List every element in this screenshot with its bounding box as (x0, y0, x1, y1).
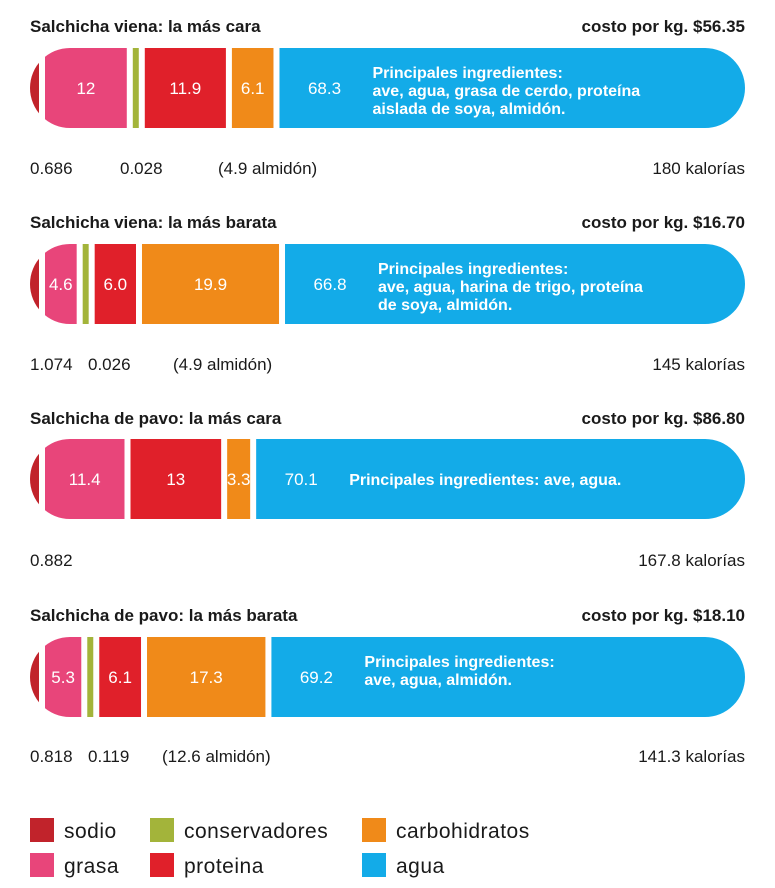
ingredients-line: Principales ingredientes: (373, 65, 563, 82)
calories-value: 167.8 kalorías (638, 551, 745, 570)
legend-label: agua (396, 855, 445, 878)
legend-item-grasa: grasa (30, 853, 119, 878)
starch-note: (4.9 almidón) (173, 355, 272, 374)
segment-label-grasa: 5.3 (51, 668, 75, 687)
legend-label: conservadores (184, 820, 328, 843)
ingredients-line: Principales ingredientes: (364, 654, 554, 671)
bar-title: Salchicha viena: la más barata (30, 213, 277, 232)
bar-cost: costo por kg. $86.80 (582, 409, 745, 428)
legend-swatch (30, 818, 54, 842)
sodio-value: 0.818 (30, 747, 73, 766)
segment-label-grasa: 11.4 (69, 470, 101, 489)
bar-cost: costo por kg. $16.70 (582, 213, 745, 232)
bar-title: Salchicha de pavo: la más barata (30, 606, 298, 625)
legend-item-agua: agua (362, 853, 445, 878)
calories-value: 180 kalorías (652, 159, 745, 178)
conservadores-value: 0.119 (88, 747, 129, 766)
segment-label-proteina: 13 (166, 470, 185, 489)
ingredients-line: aislada de soya, almidón. (373, 101, 566, 118)
segment-label-agua: 68.3 (308, 79, 341, 98)
legend: sodio conservadores carbohidratos grasa prot… (30, 818, 530, 878)
segment-proteina (99, 637, 142, 717)
legend-swatch (30, 853, 54, 877)
ingredients-line: Principales ingredientes: (378, 261, 568, 278)
segment-label-grasa: 4.6 (49, 275, 73, 294)
segment-proteina (144, 48, 226, 128)
bar-group: Salchicha viena: la más barata costo por … (30, 213, 745, 374)
segment-proteina (94, 244, 136, 324)
bar-title: Salchicha viena: la más cara (30, 17, 261, 36)
ingredients-line: ave, agua, grasa de cerdo, proteína (373, 83, 641, 100)
segment-conservadores (87, 637, 94, 717)
segment-carbohidratos (141, 244, 280, 324)
segment-label-proteina: 6.0 (103, 275, 127, 294)
bar-group: Salchicha viena: la más cara costo por kg… (30, 17, 745, 178)
segment-grasa (45, 48, 127, 128)
segment-label-carbohidratos: 6.1 (241, 79, 265, 98)
calories-value: 141.3 kalorías (638, 747, 745, 766)
ingredients-line: Principales ingredientes: ave, agua. (349, 472, 621, 489)
segment-grasa (45, 637, 82, 717)
legend-swatch (362, 853, 386, 877)
legend-item-conservadores: conservadores (150, 818, 328, 843)
conservadores-value: 0.028 (120, 159, 163, 178)
segment-conservadores (82, 244, 89, 324)
segment-agua (271, 637, 745, 717)
sodio-value: 0.882 (30, 551, 73, 570)
sodio-value: 0.686 (30, 159, 73, 178)
segment-label-agua: 66.8 (313, 275, 346, 294)
ingredients-line: ave, agua, almidón. (364, 672, 512, 689)
legend-label: sodio (64, 820, 117, 843)
segment-carbohidratos (227, 439, 251, 519)
segment-label-proteina: 6.1 (108, 668, 132, 687)
legend-swatch (362, 818, 386, 842)
bar-group: Salchicha de pavo: la más cara costo por … (30, 409, 745, 570)
segment-sodio (30, 637, 39, 717)
segment-proteina (130, 439, 222, 519)
segment-carbohidratos (231, 48, 274, 128)
segment-sodio (30, 48, 39, 128)
segment-agua (256, 439, 745, 519)
segment-label-agua: 69.2 (300, 668, 333, 687)
legend-swatch (150, 818, 174, 842)
segment-label-carbohidratos: 19.9 (194, 275, 227, 294)
ingredients-line: de soya, almidón. (378, 297, 512, 314)
starch-note: (4.9 almidón) (218, 159, 317, 178)
segment-sodio (30, 244, 39, 324)
segment-sodio (30, 439, 39, 519)
legend-item-proteina: proteina (150, 853, 264, 878)
segment-label-agua: 70.1 (285, 470, 318, 489)
segment-conservadores (132, 48, 139, 128)
sodio-value: 1.074 (30, 355, 73, 374)
segment-label-proteina: 11.9 (169, 79, 201, 98)
legend-item-sodio: sodio (30, 818, 117, 843)
segment-label-grasa: 12 (76, 79, 95, 98)
legend-label: carbohidratos (396, 820, 530, 843)
bar-group: Salchicha de pavo: la más barata costo po… (30, 606, 745, 766)
segment-label-carbohidratos: 3.3 (227, 470, 251, 489)
segment-agua (279, 48, 745, 128)
legend-label: grasa (64, 855, 119, 878)
starch-note: (12.6 almidón) (162, 747, 271, 766)
legend-item-carbohidratos: carbohidratos (362, 818, 530, 843)
segment-grasa (45, 244, 77, 324)
legend-label: proteina (184, 855, 264, 878)
segment-carbohidratos (147, 637, 266, 717)
bar-title: Salchicha de pavo: la más cara (30, 409, 282, 428)
legend-swatch (150, 853, 174, 877)
conservadores-value: 0.026 (88, 355, 131, 374)
ingredients-line: ave, agua, harina de trigo, proteína (378, 279, 643, 296)
bar-cost: costo por kg. $18.10 (582, 606, 745, 625)
segment-agua (285, 244, 745, 324)
calories-value: 145 kalorías (652, 355, 745, 374)
segment-grasa (45, 439, 125, 519)
bar-cost: costo por kg. $56.35 (582, 17, 745, 36)
segment-label-carbohidratos: 17.3 (190, 668, 223, 687)
